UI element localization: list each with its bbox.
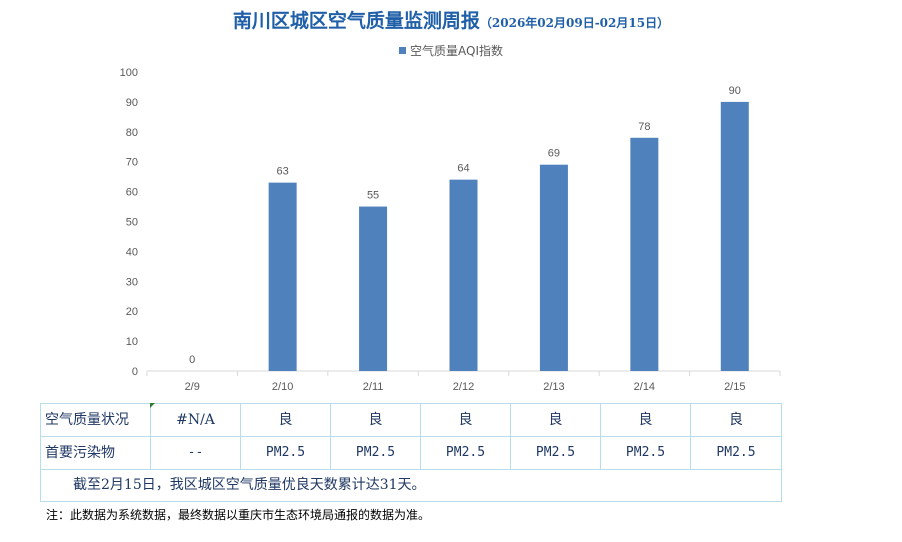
air-quality-table: 空气质量状况 #N/A 良 良 良 良 良 良 首要污染物 -- PM2.5 P… (40, 403, 782, 502)
x-tick-label: 2/9 (185, 381, 200, 393)
table-cell: 良 (331, 404, 421, 436)
table-cell: 良 (421, 404, 511, 436)
table-cell: 良 (729, 412, 743, 428)
data-label: 69 (548, 148, 560, 160)
footnote: 注：此数据为系统数据，最终数据以重庆市生态环境局通报的数据为准。 (46, 508, 431, 522)
bar (630, 137, 659, 371)
table-cell: PM2.5 (421, 437, 511, 469)
table-cell: PM2.5 (601, 437, 691, 469)
chart-title: 南川区城区空气质量监测周报（2026年02月09日-02月15日） (0, 6, 902, 33)
table-cell: PM2.5 (511, 437, 601, 469)
x-tick-label: 2/11 (363, 381, 384, 393)
row-header-primary-pollutant: 首要污染物 (41, 437, 151, 469)
table-cell: PM2.5 (241, 437, 331, 469)
legend-label: 空气质量AQI指数 (410, 44, 503, 58)
cell-comment-marker (150, 403, 155, 408)
table-row-primary-pollutant: 首要污染物 -- PM2.5 PM2.5 PM2.5 PM2.5 PM2.5 P… (41, 437, 781, 470)
x-tick-label: 2/14 (634, 381, 655, 393)
y-tick-label: 90 (126, 97, 138, 109)
y-tick-label: 100 (120, 67, 138, 79)
chart-legend: 空气质量AQI指数 (0, 42, 902, 59)
x-tick-label: 2/12 (453, 381, 474, 393)
y-tick-label: 0 (132, 366, 138, 378)
y-tick-label: 40 (126, 246, 138, 258)
x-tick-label: 2/13 (543, 381, 564, 393)
chart-title-main: 南川区城区空气质量监测周报 (232, 10, 480, 32)
bar-chart: 0 10 20 30 40 50 60 70 80 90 100 0 2/9 63 2/10 55 2/11 64… (120, 67, 781, 393)
bar (539, 164, 568, 371)
data-label: 78 (638, 121, 650, 133)
summary-text: 截至2月15日，我区城区空气质量优良天数累计达31天。 (73, 477, 426, 493)
table-cell: -- (151, 437, 241, 469)
table-cell: 良 (601, 404, 691, 436)
table-row-air-quality-status: 空气质量状况 #N/A 良 良 良 良 良 良 (41, 404, 781, 437)
data-label: 90 (729, 85, 741, 97)
bar (268, 182, 297, 371)
y-tick-label: 50 (126, 217, 138, 229)
table-cell: PM2.5 (331, 437, 421, 469)
x-tick-label: 2/10 (272, 381, 293, 393)
data-label: 63 (277, 166, 289, 178)
data-label: 55 (367, 190, 379, 202)
bar (449, 179, 478, 371)
y-tick-label: 30 (126, 276, 138, 288)
data-label: 0 (189, 354, 195, 366)
legend-swatch (399, 47, 406, 54)
table-cell: 良 (511, 404, 601, 436)
table-cell: PM2.5 (716, 445, 756, 460)
data-label: 64 (457, 163, 469, 175)
y-tick-label: 10 (126, 336, 138, 348)
x-tick-label: 2/15 (724, 381, 745, 393)
y-tick-label: 80 (126, 127, 138, 139)
y-tick-label: 70 (126, 157, 138, 169)
table-cell: 良 (241, 404, 331, 436)
y-tick-label: 60 (126, 187, 138, 199)
table-cell: #N/A (151, 404, 241, 436)
bar (359, 206, 388, 371)
bar (720, 101, 749, 372)
row-header-air-quality-status: 空气质量状况 (41, 404, 151, 436)
chart-subtitle: （2026年02月09日-02月15日） (479, 16, 670, 30)
y-tick-label: 20 (126, 306, 138, 318)
